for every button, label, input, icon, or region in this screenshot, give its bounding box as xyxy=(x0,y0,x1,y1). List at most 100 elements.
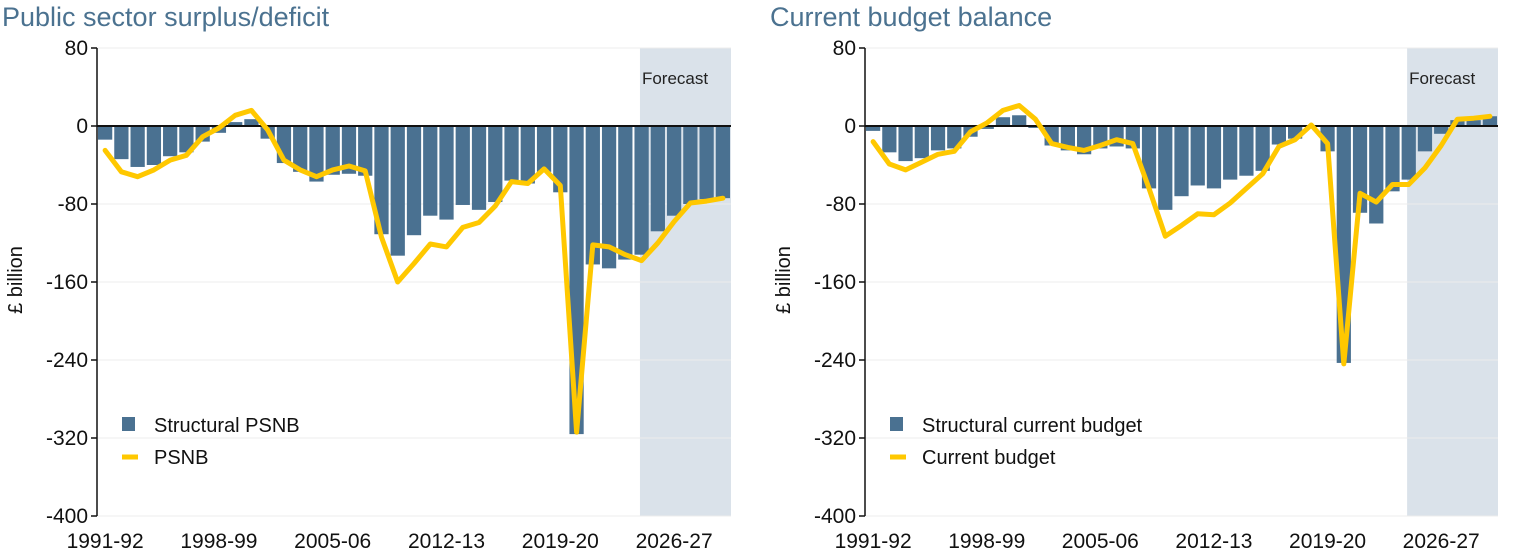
y-tick-label: -160 xyxy=(46,271,88,294)
y-tick-label: -80 xyxy=(826,193,856,216)
legend-line-label: Current budget xyxy=(922,447,1056,469)
bar-1992-93 xyxy=(882,126,897,153)
bar-1993-94 xyxy=(898,126,913,162)
bar-2016-17 xyxy=(1271,126,1286,145)
y-tick-label: 80 xyxy=(833,37,856,60)
bar-2028-29 xyxy=(699,126,714,200)
bar-2012-13 xyxy=(1206,126,1222,189)
forecast-label: Forecast xyxy=(642,69,708,88)
bar-2010-11 xyxy=(406,126,422,236)
chart-title: Public sector surplus/deficit xyxy=(2,2,330,32)
x-tick-label: 2026-27 xyxy=(1403,530,1480,553)
legend-line-label: PSNB xyxy=(154,447,208,469)
bar-2005-06 xyxy=(325,126,340,175)
bar-2013-14 xyxy=(455,126,470,205)
bar-2021-22 xyxy=(585,126,600,265)
legend-bar-label: Structural PSNB xyxy=(154,415,300,437)
bar-2022-23 xyxy=(601,126,617,269)
x-tick-label: 2005-06 xyxy=(294,530,371,553)
y-tick-label: -80 xyxy=(58,193,88,216)
bar-2021-22 xyxy=(1352,126,1368,213)
bar-2028-29 xyxy=(1466,120,1481,126)
bar-2011-12 xyxy=(1190,126,1205,186)
bar-2014-15 xyxy=(1239,126,1254,176)
y-tick-label: 0 xyxy=(844,115,856,138)
bar-2013-14 xyxy=(1223,126,1238,180)
bar-2009-10 xyxy=(1158,126,1173,210)
bar-2029-30 xyxy=(715,126,730,199)
bar-1996-97 xyxy=(947,126,962,149)
y-tick-label: -240 xyxy=(46,349,88,372)
bar-2019-20 xyxy=(1320,126,1335,152)
x-tick-label: 1998-99 xyxy=(180,530,257,553)
x-tick-label: 1991-92 xyxy=(67,530,144,553)
y-tick-label: -320 xyxy=(46,427,88,450)
bar-2014-15 xyxy=(471,126,487,210)
forecast-label: Forecast xyxy=(1409,69,1475,88)
bar-2000-01 xyxy=(1012,115,1027,126)
bar-2027-28 xyxy=(683,126,698,204)
legend-bar-label: Structural current budget xyxy=(922,415,1143,437)
y-tick-label: 0 xyxy=(76,115,88,138)
bar-1993-94 xyxy=(130,126,145,167)
bar-2015-16 xyxy=(1255,126,1270,171)
y-axis-label: £ billion xyxy=(773,246,795,314)
bar-2017-18 xyxy=(520,126,535,184)
x-tick-label: 2019-20 xyxy=(1289,530,1366,553)
bar-2023-24 xyxy=(1385,126,1400,192)
bar-1991-92 xyxy=(866,126,881,131)
bar-1991-92 xyxy=(98,126,113,140)
bar-2019-20 xyxy=(553,126,568,193)
bar-2003-04 xyxy=(293,126,308,172)
y-tick-label: -400 xyxy=(46,505,88,528)
bar-2025-26 xyxy=(1417,126,1433,152)
bar-2010-11 xyxy=(1174,126,1189,197)
bar-2006-07 xyxy=(341,126,357,174)
y-tick-label: -400 xyxy=(814,505,856,528)
bar-1994-95 xyxy=(914,126,929,159)
x-tick-label: 1998-99 xyxy=(948,530,1025,553)
bar-2024-25 xyxy=(1401,126,1416,180)
bar-2016-17 xyxy=(504,126,519,181)
bar-2011-12 xyxy=(423,126,438,216)
bar-2029-30 xyxy=(1482,116,1497,126)
bar-1994-95 xyxy=(146,126,162,165)
bar-2009-10 xyxy=(390,126,405,256)
bar-1992-93 xyxy=(114,126,129,160)
bar-2000-01 xyxy=(244,119,259,126)
chart-2: Current budget balance Forecast 80 0 -80 -160… xyxy=(770,2,1498,553)
y-tick-label: -320 xyxy=(814,427,856,450)
bar-2012-13 xyxy=(439,126,454,220)
chart-title: Current budget balance xyxy=(770,2,1052,32)
x-tick-label: 2012-13 xyxy=(1175,530,1252,553)
chart-1: Public sector surplus/deficit Forecast 80 0… xyxy=(2,2,731,553)
legend-bar-swatch xyxy=(890,417,903,431)
y-axis-label: £ billion xyxy=(5,246,27,314)
bar-2023-24 xyxy=(618,126,633,260)
bar-2007-08 xyxy=(358,126,373,176)
x-tick-label: 2012-13 xyxy=(408,530,485,553)
y-tick-label: -160 xyxy=(814,271,856,294)
y-tick-label: 80 xyxy=(65,37,88,60)
bar-1995-96 xyxy=(930,126,946,151)
bar-1995-96 xyxy=(163,126,178,157)
x-tick-label: 1991-92 xyxy=(835,530,912,553)
legend-bar-swatch xyxy=(122,417,135,431)
x-tick-label: 2005-06 xyxy=(1062,530,1139,553)
bar-2025-26 xyxy=(650,126,665,232)
bar-1996-97 xyxy=(179,126,194,153)
bar-2015-16 xyxy=(488,126,503,203)
bar-2026-27 xyxy=(666,126,682,216)
bar-2026-27 xyxy=(1434,126,1449,134)
bar-1999-00 xyxy=(228,122,243,126)
x-tick-label: 2019-20 xyxy=(522,530,599,553)
bar-1998-99 xyxy=(979,126,994,129)
bar-2022-23 xyxy=(1369,126,1384,224)
bar-2008-09 xyxy=(374,126,389,235)
bar-2004-05 xyxy=(309,126,324,182)
bar-2024-25 xyxy=(634,126,649,255)
x-tick-label: 2026-27 xyxy=(636,530,713,553)
bar-2018-19 xyxy=(536,126,552,172)
